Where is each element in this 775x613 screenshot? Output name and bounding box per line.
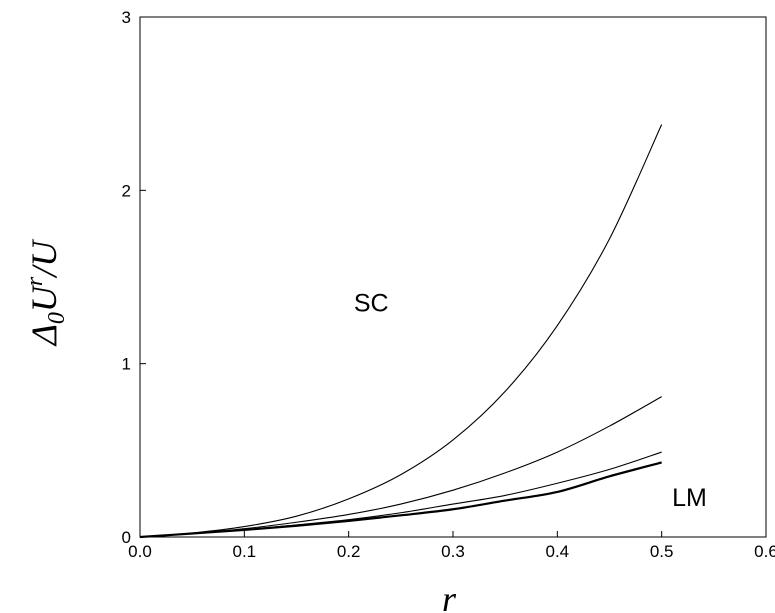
x-tick-label: 0.3 — [441, 542, 465, 561]
x-tick-label: 0.5 — [650, 542, 674, 561]
x-tick-label: 0.6 — [754, 542, 775, 561]
y-axis-title-base: Δ — [24, 324, 64, 347]
y-tick-label: 0 — [122, 528, 131, 547]
annotation-lm: LM — [672, 484, 707, 512]
x-tick-label: 0.0 — [128, 542, 152, 561]
x-axis-title: r — [442, 579, 457, 613]
y-axis: 0 1 2 3 — [122, 8, 146, 547]
y-tick-label: 1 — [122, 355, 131, 374]
x-tick-label: 0.1 — [233, 542, 257, 561]
annotation-group: SC LM — [354, 290, 707, 512]
series-line-1 — [139, 124, 663, 538]
y-axis-title: Δ0Ur/U — [22, 239, 70, 347]
y-axis-title-main: U — [24, 284, 64, 312]
y-axis-title-sub: 0 — [44, 312, 70, 324]
y-tick-label: 3 — [122, 8, 131, 27]
y-axis-title-tail: /U — [24, 239, 64, 279]
series-line-4 — [139, 461, 662, 539]
y-axis-title-sup: r — [22, 276, 48, 286]
series-group — [139, 124, 663, 539]
series-line-3 — [139, 451, 662, 538]
annotation-sc: SC — [354, 290, 389, 318]
x-tick-label: 0.4 — [546, 542, 570, 561]
plot-frame — [139, 16, 767, 538]
x-tick-label: 0.2 — [337, 542, 361, 561]
y-tick-label: 2 — [122, 181, 131, 200]
x-axis: 0.0 0.1 0.2 0.3 0.4 0.5 0.6 — [128, 531, 775, 561]
